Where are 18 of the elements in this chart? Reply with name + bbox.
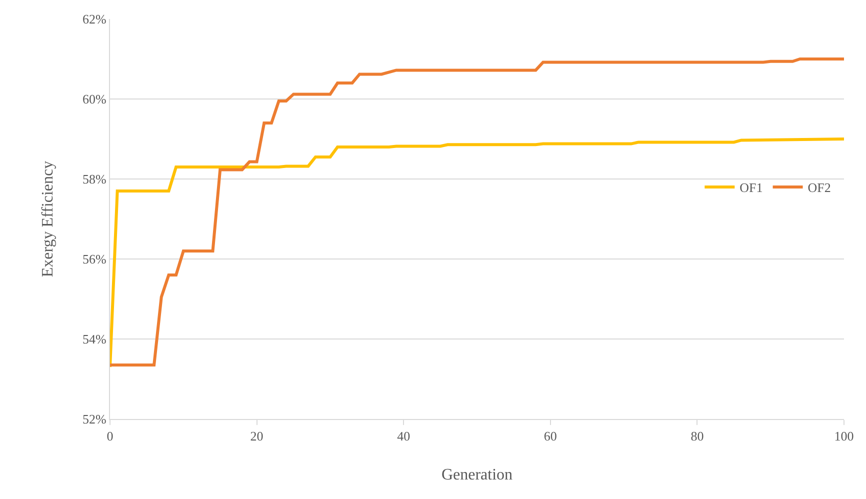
legend-label: OF2 [808, 180, 831, 196]
x-tick-label: 0 [106, 428, 114, 444]
y-tick-label: 62% [82, 12, 107, 27]
y-tick-label: 54% [82, 332, 107, 347]
y-axis-title: Exergy Efficiency [39, 160, 56, 278]
x-tick-label: 80 [690, 428, 704, 444]
y-tick-label: 60% [82, 92, 107, 107]
y-tick-label: 52% [82, 412, 107, 427]
legend-label: OF1 [740, 180, 763, 196]
y-tick-label: 58% [82, 172, 107, 187]
x-axis-title: Generation [441, 466, 513, 484]
line-series [110, 138, 844, 368]
x-tick-label: 40 [397, 428, 410, 444]
x-tick-label: 60 [544, 428, 557, 444]
y-tick-label: 56% [82, 252, 107, 267]
x-tick-label: 100 [834, 428, 854, 444]
x-tick-label: 20 [250, 428, 264, 444]
line-series [110, 58, 844, 366]
